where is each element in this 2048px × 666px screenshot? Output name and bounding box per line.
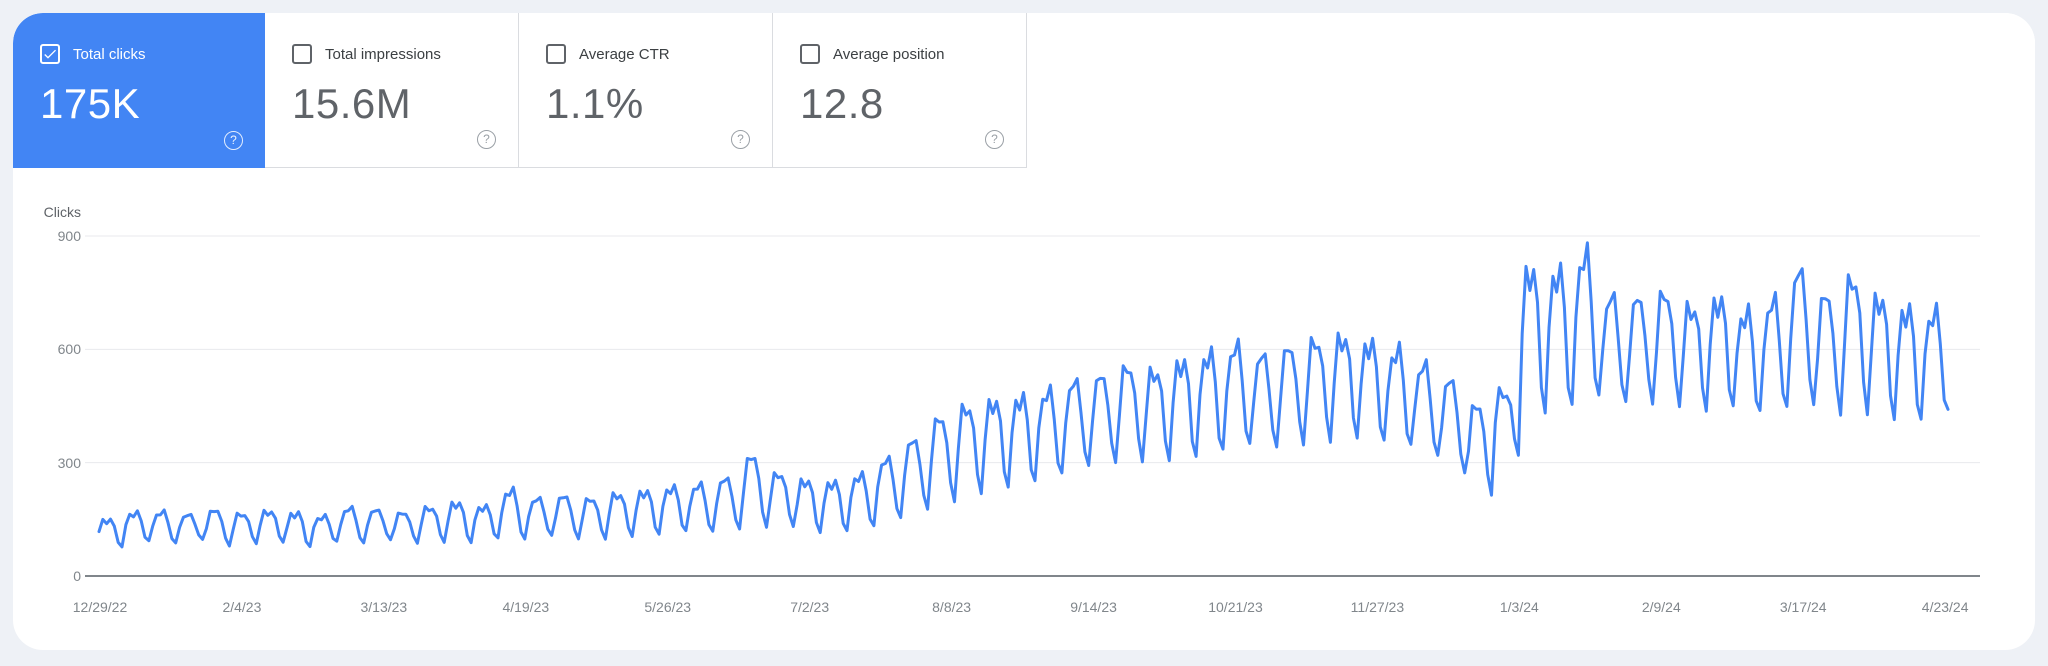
x-tick-label: 7/2/23 [790,599,830,615]
x-tick-label: 2/9/24 [1641,599,1681,615]
clicks-series-line[interactable] [97,241,1950,549]
total-clicks-checkbox[interactable] [40,44,60,64]
chart-y-axis-title: Clicks [43,204,81,220]
y-tick-label: 300 [57,454,81,471]
average-position-checkbox[interactable] [800,44,820,64]
x-tick-label: 5/26/23 [644,599,692,615]
average-ctr-checkbox[interactable] [546,44,566,64]
metric-card-total-impressions[interactable]: Total impressions 15.6M ? [265,13,519,168]
metric-card-label: Average CTR [579,45,670,63]
x-tick-label: 1/3/24 [1499,599,1539,615]
metric-card-value: 15.6M [292,80,412,127]
help-icon[interactable]: ? [985,130,1004,149]
metric-card-average-position[interactable]: Average position 12.8 ? [773,13,1027,168]
help-icon[interactable]: ? [224,131,243,150]
metric-card-header: Total clicks [40,44,265,64]
x-tick-label: 10/21/23 [1208,599,1263,615]
x-tick-label: 3/17/24 [1779,599,1827,615]
y-tick-label: 900 [57,228,81,244]
x-tick-label: 8/8/23 [932,599,972,615]
metric-card-label: Average position [833,45,945,63]
x-tick-label: 3/13/23 [360,599,408,615]
y-tick-label: 600 [57,341,81,358]
metric-card-value: 175K [40,80,141,127]
metric-card-average-ctr[interactable]: Average CTR 1.1% ? [519,13,773,168]
metric-card-label: Total clicks [73,45,146,63]
performance-panel: Total clicks 175K ? Total impressions 15… [13,13,2035,650]
x-tick-label: 4/23/24 [1921,599,1969,615]
chart-plot-area[interactable] [13,168,2035,650]
x-tick-label: 11/27/23 [1350,599,1405,615]
help-icon[interactable]: ? [731,130,750,149]
x-tick-label: 9/14/23 [1070,599,1117,615]
help-icon[interactable]: ? [477,130,496,149]
metric-cards-row: Total clicks 175K ? Total impressions 15… [13,13,2035,168]
metric-card-header: Total impressions [292,44,518,64]
total-impressions-checkbox[interactable] [292,44,312,64]
metric-card-header: Average position [800,44,1026,64]
metric-card-label: Total impressions [325,45,441,63]
y-tick-label: 0 [73,568,81,584]
metric-card-total-clicks[interactable]: Total clicks 175K ? [13,13,265,168]
checkmark-icon [44,49,56,59]
metric-card-value: 12.8 [800,80,884,127]
x-tick-label: 12/29/22 [72,599,128,615]
metric-card-header: Average CTR [546,44,772,64]
cards-row-filler [1027,13,2035,168]
x-tick-label: 4/19/23 [502,599,550,615]
x-tick-label: 2/4/23 [222,599,262,615]
clicks-chart[interactable]: Clicks 900 600 300 0 12/29/22 2/4/23 3/13/23 4… [13,168,2035,650]
metric-card-value: 1.1% [546,80,644,127]
